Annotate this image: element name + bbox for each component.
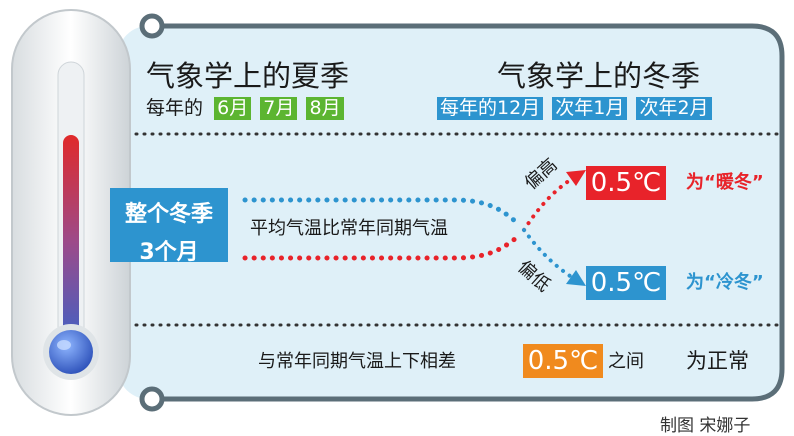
branch-up-line	[522, 176, 575, 232]
higher-value-box: 0.5℃	[586, 166, 666, 200]
branch-down-line	[522, 228, 575, 280]
winter-months-row: 每年的12月 次年1月 次年2月	[437, 97, 712, 120]
frame-knob-top	[139, 13, 165, 39]
winter-span-box: 整个冬季 3个月	[110, 188, 228, 265]
summer-month-tag: 6月	[214, 97, 252, 120]
comparison-text: 平均气温比常年同期气温	[250, 218, 448, 239]
normal-suffix: 之间	[608, 351, 644, 372]
cold-winter-result: 为“冷冬”	[686, 272, 764, 293]
summer-title: 气象学上的夏季	[146, 59, 350, 93]
winter-span-line2: 3个月	[139, 240, 199, 265]
normal-value-box: 0.5℃	[523, 344, 603, 378]
winter-span-line1: 整个冬季	[124, 202, 213, 227]
credit-text: 制图 宋娜子	[660, 416, 751, 436]
winter-title: 气象学上的冬季	[497, 59, 701, 93]
summer-prefix: 每年的	[146, 97, 204, 119]
lower-value-box: 0.5℃	[586, 266, 666, 300]
thermometer-icon	[11, 9, 131, 416]
winter-month-tag: 次年2月	[636, 97, 712, 120]
winter-month-tag: 每年的12月	[437, 97, 544, 120]
winter-month-tag: 次年1月	[552, 97, 628, 120]
summer-month-tag: 8月	[306, 97, 344, 120]
flow-line-blue	[242, 197, 523, 227]
warm-winter-result: 为“暖冬”	[686, 172, 764, 193]
panel-frame	[160, 23, 785, 402]
arrow-down-icon	[566, 270, 586, 286]
summer-month-tag: 7月	[260, 97, 298, 120]
normal-text: 与常年同期气温上下相差	[258, 351, 456, 372]
flow-line-red	[242, 233, 523, 261]
normal-result: 为正常	[686, 349, 749, 373]
arrow-up-icon	[566, 170, 586, 186]
summer-months-row: 每年的 6月 7月 8月	[146, 97, 344, 120]
frame-knob-bottom	[139, 386, 165, 412]
